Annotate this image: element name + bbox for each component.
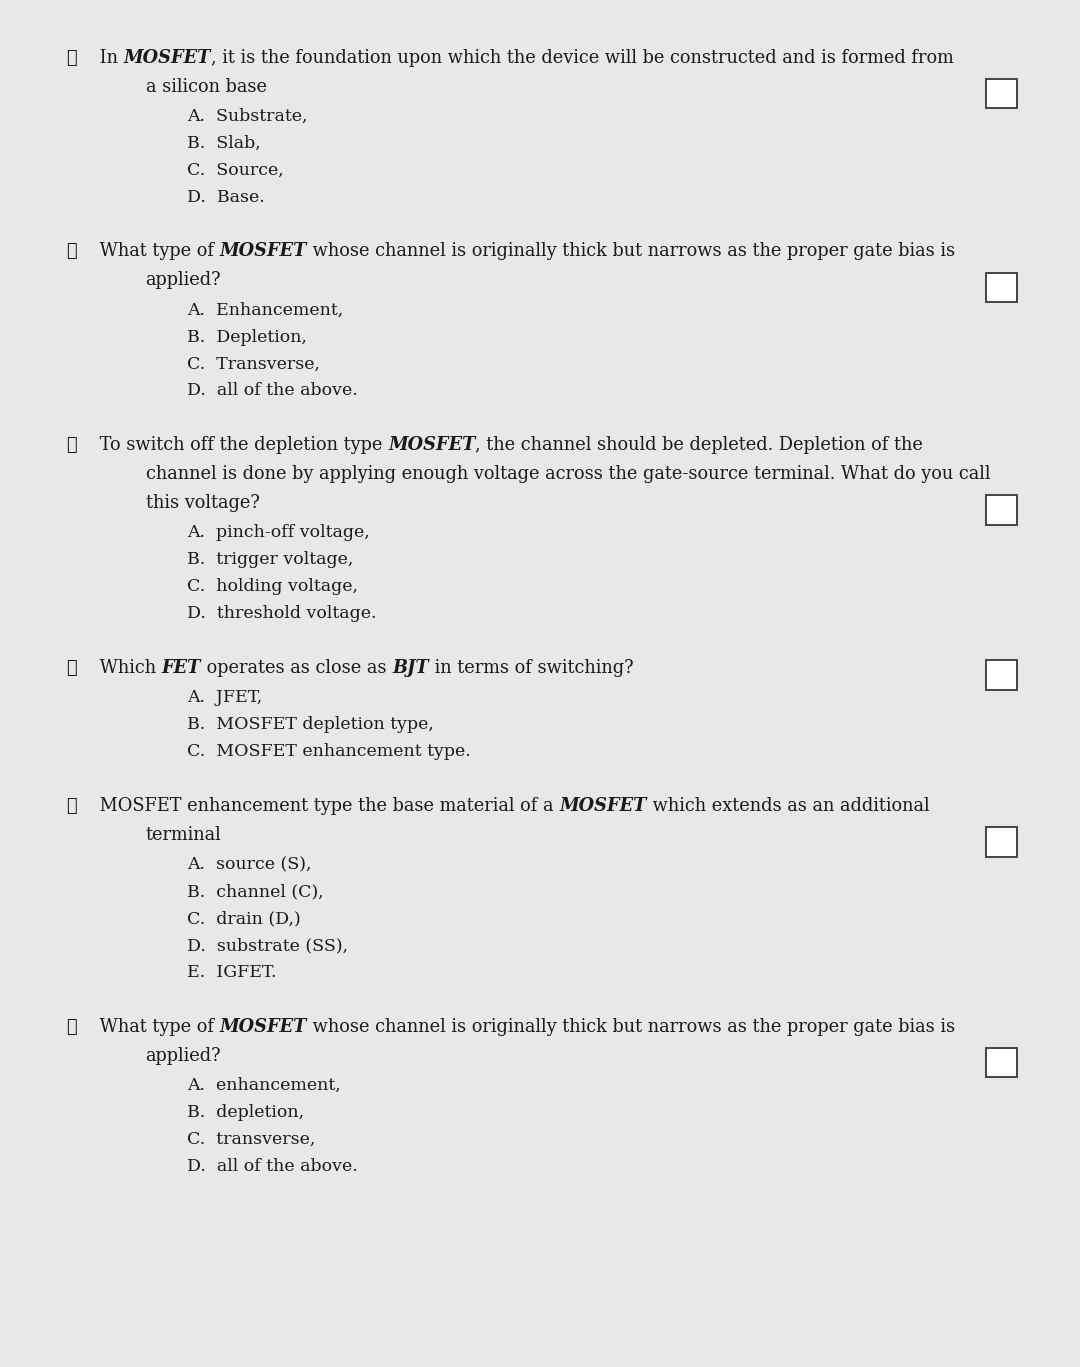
Text: applied?: applied? <box>146 1047 221 1065</box>
Text: C.  drain (D,): C. drain (D,) <box>187 910 300 927</box>
Text: terminal: terminal <box>146 826 221 843</box>
Text: ❖: ❖ <box>66 659 77 677</box>
Text: C.  holding voltage,: C. holding voltage, <box>187 578 357 595</box>
Text: which extends as an additional: which extends as an additional <box>647 797 929 815</box>
Text: MOSFET: MOSFET <box>219 1017 307 1036</box>
Text: What type of: What type of <box>94 1017 219 1036</box>
Text: MOSFET: MOSFET <box>388 436 475 454</box>
FancyBboxPatch shape <box>986 272 1017 302</box>
Text: A.  Substrate,: A. Substrate, <box>187 108 308 124</box>
Text: MOSFET enhancement type the base material of a: MOSFET enhancement type the base materia… <box>94 797 559 815</box>
Text: B.  Depletion,: B. Depletion, <box>187 328 307 346</box>
Text: ❖: ❖ <box>66 797 77 815</box>
Text: C.  transverse,: C. transverse, <box>187 1131 315 1148</box>
Text: A.  JFET,: A. JFET, <box>187 689 262 707</box>
Text: a silicon base: a silicon base <box>146 78 267 96</box>
Text: BJT: BJT <box>392 659 429 677</box>
Text: C.  Source,: C. Source, <box>187 161 284 179</box>
Text: channel is done by applying enough voltage across the gate-source terminal. What: channel is done by applying enough volta… <box>146 465 990 483</box>
FancyBboxPatch shape <box>986 660 1017 690</box>
Text: ❖: ❖ <box>66 49 77 67</box>
Text: A.  Enhancement,: A. Enhancement, <box>187 302 343 319</box>
Text: E.  IGFET.: E. IGFET. <box>187 964 276 980</box>
Text: Which: Which <box>94 659 162 677</box>
Text: ❖: ❖ <box>66 436 77 454</box>
Text: , the channel should be depleted. Depletion of the: , the channel should be depleted. Deplet… <box>475 436 923 454</box>
Text: D.  Base.: D. Base. <box>187 189 265 205</box>
Text: whose channel is originally thick but narrows as the proper gate bias is: whose channel is originally thick but na… <box>307 242 955 260</box>
Text: C.  MOSFET enhancement type.: C. MOSFET enhancement type. <box>187 744 471 760</box>
Text: FET: FET <box>162 659 201 677</box>
Text: MOSFET: MOSFET <box>124 49 211 67</box>
Text: D.  substrate (SS),: D. substrate (SS), <box>187 936 348 954</box>
Text: A.  source (S),: A. source (S), <box>187 856 311 874</box>
Text: , it is the foundation upon which the device will be constructed and is formed f: , it is the foundation upon which the de… <box>211 49 954 67</box>
Text: A.  pinch-off voltage,: A. pinch-off voltage, <box>187 525 369 541</box>
Text: B.  channel (C),: B. channel (C), <box>187 883 324 899</box>
Text: B.  Slab,: B. Slab, <box>187 135 260 152</box>
Text: D.  threshold voltage.: D. threshold voltage. <box>187 606 376 622</box>
Text: What type of: What type of <box>94 242 219 260</box>
Text: B.  trigger voltage,: B. trigger voltage, <box>187 551 353 569</box>
Text: D.  all of the above.: D. all of the above. <box>187 383 357 399</box>
FancyBboxPatch shape <box>986 827 1017 857</box>
FancyBboxPatch shape <box>986 495 1017 525</box>
Text: in terms of switching?: in terms of switching? <box>429 659 634 677</box>
Text: To switch off the depletion type: To switch off the depletion type <box>94 436 388 454</box>
FancyBboxPatch shape <box>986 79 1017 108</box>
Text: MOSFET: MOSFET <box>219 242 307 260</box>
Text: ❖: ❖ <box>66 1017 77 1036</box>
Text: this voltage?: this voltage? <box>146 493 259 513</box>
Text: C.  Transverse,: C. Transverse, <box>187 355 320 372</box>
FancyBboxPatch shape <box>986 1048 1017 1077</box>
Text: whose channel is originally thick but narrows as the proper gate bias is: whose channel is originally thick but na… <box>307 1017 955 1036</box>
Text: MOSFET: MOSFET <box>559 797 647 815</box>
Text: ❖: ❖ <box>66 242 77 260</box>
Text: B.  depletion,: B. depletion, <box>187 1103 303 1121</box>
Text: D.  all of the above.: D. all of the above. <box>187 1158 357 1174</box>
Text: applied?: applied? <box>146 271 221 290</box>
Text: In: In <box>94 49 124 67</box>
Text: A.  enhancement,: A. enhancement, <box>187 1077 340 1094</box>
Text: B.  MOSFET depletion type,: B. MOSFET depletion type, <box>187 716 434 733</box>
Text: operates as close as: operates as close as <box>201 659 392 677</box>
